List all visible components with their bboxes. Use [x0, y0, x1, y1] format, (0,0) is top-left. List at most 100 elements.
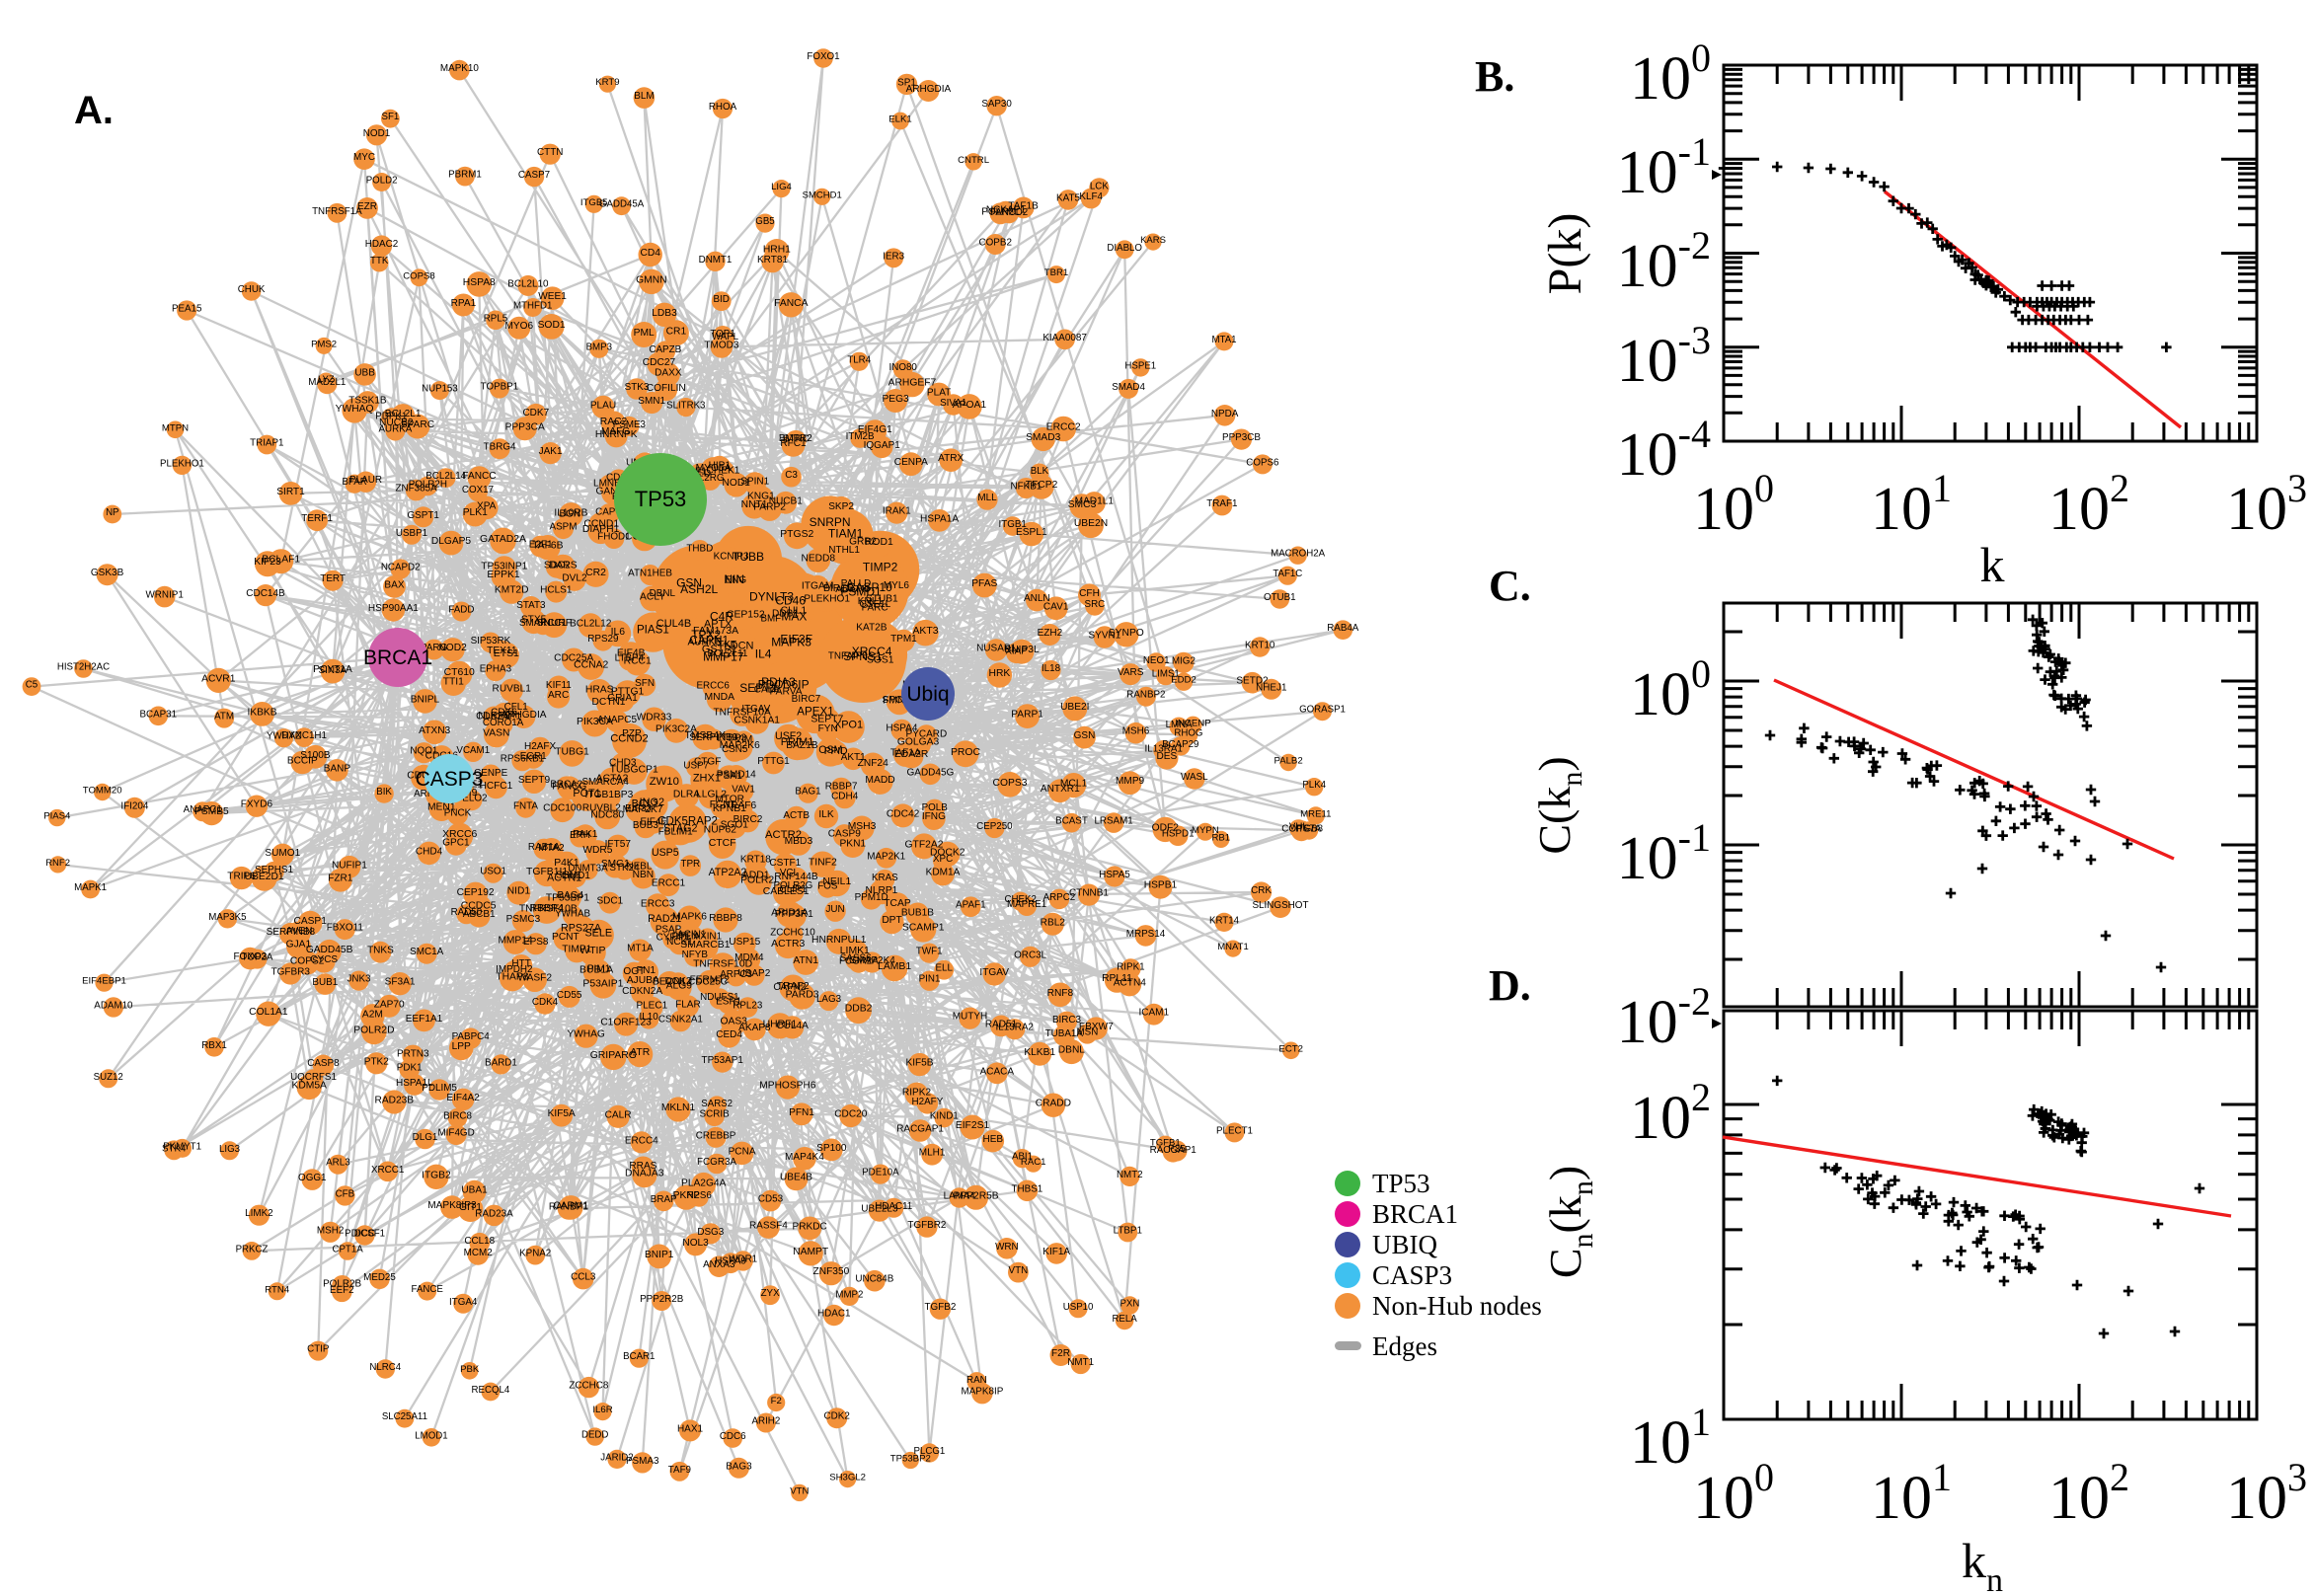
svg-text:MYO5A: MYO5A — [696, 463, 732, 474]
svg-text:JARID2: JARID2 — [600, 1452, 633, 1463]
svg-text:TBR1: TBR1 — [1044, 267, 1069, 278]
svg-text:KCNIP3: KCNIP3 — [714, 551, 749, 562]
svg-text:MED25: MED25 — [363, 1272, 396, 1283]
svg-text:NP: NP — [106, 507, 118, 518]
svg-text:Non-Hub nodes: Non-Hub nodes — [1372, 1291, 1542, 1321]
svg-text:EEF1A1: EEF1A1 — [406, 1014, 443, 1025]
svg-text:LIMK1: LIMK1 — [840, 946, 870, 956]
svg-text:POLR2B: POLR2B — [323, 1278, 361, 1289]
svg-text:SDC1: SDC1 — [596, 896, 623, 907]
svg-text:IL6: IL6 — [611, 627, 626, 638]
svg-text:DNMT3A: DNMT3A — [568, 863, 608, 874]
svg-text:OTUB1: OTUB1 — [1264, 592, 1296, 603]
svg-text:ATN1: ATN1 — [793, 955, 818, 966]
svg-text:PSMD14: PSMD14 — [717, 769, 756, 780]
svg-text:ITGB8: ITGB8 — [1295, 824, 1323, 835]
svg-text:NLRC4: NLRC4 — [369, 1362, 401, 1373]
svg-text:ITGAV: ITGAV — [741, 704, 770, 715]
svg-text:CENPA: CENPA — [894, 457, 928, 468]
svg-text:OAS3: OAS3 — [720, 1016, 747, 1026]
svg-text:Cn(kn): Cn(kn) — [1540, 1166, 1599, 1278]
svg-text:TGFBR2: TGFBR2 — [907, 1220, 946, 1231]
svg-text:CUL4B: CUL4B — [656, 618, 691, 630]
svg-text:IL4: IL4 — [755, 647, 772, 661]
svg-text:WDR33: WDR33 — [637, 713, 672, 723]
svg-text:HSPB1: HSPB1 — [1144, 880, 1178, 891]
svg-text:ENG: ENG — [725, 575, 746, 586]
svg-text:HIST2H2AC: HIST2H2AC — [57, 662, 110, 673]
svg-text:VTN: VTN — [790, 1485, 809, 1496]
svg-text:MAP2K6: MAP2K6 — [720, 740, 760, 751]
svg-text:FANCG: FANCG — [552, 781, 586, 792]
svg-text:ZNF385A: ZNF385A — [395, 484, 437, 494]
svg-text:RUVBL2: RUVBL2 — [582, 802, 621, 813]
svg-text:MACROH2A: MACROH2A — [1271, 549, 1325, 560]
svg-text:NFKB1: NFKB1 — [1010, 482, 1042, 493]
svg-text:WDR1: WDR1 — [729, 1254, 757, 1264]
svg-text:CCND1: CCND1 — [583, 518, 619, 529]
svg-text:TP53INP1: TP53INP1 — [481, 561, 527, 571]
svg-text:KMT2D: KMT2D — [495, 585, 529, 596]
svg-text:STAG2: STAG2 — [663, 823, 697, 835]
svg-text:HSPA1A: HSPA1A — [920, 513, 959, 524]
svg-text:ERCC2: ERCC2 — [1046, 422, 1081, 433]
svg-text:ITGB1: ITGB1 — [999, 519, 1027, 530]
svg-text:USP5: USP5 — [652, 847, 679, 859]
svg-text:BAZ1B: BAZ1B — [786, 740, 817, 751]
svg-text:SAP30: SAP30 — [981, 99, 1012, 110]
svg-text:CASP10: CASP10 — [847, 580, 892, 594]
svg-text:BUB1A: BUB1A — [579, 965, 613, 976]
svg-text:PIM1: PIM1 — [587, 964, 611, 975]
svg-text:PPP3R1: PPP3R1 — [775, 909, 813, 920]
svg-text:102: 102 — [2048, 1455, 2129, 1532]
svg-text:H2AFY: H2AFY — [911, 1097, 943, 1107]
svg-text:PCNT: PCNT — [552, 932, 579, 943]
svg-text:DIAPH1: DIAPH1 — [582, 524, 620, 535]
svg-text:RASSF4: RASSF4 — [749, 1221, 788, 1232]
svg-text:CPT1A: CPT1A — [332, 1245, 363, 1255]
svg-text:PIAS1: PIAS1 — [637, 624, 669, 637]
svg-text:TIMP1: TIMP1 — [562, 944, 591, 954]
svg-text:SYNPO: SYNPO — [1109, 628, 1144, 639]
svg-text:GSN: GSN — [1074, 730, 1096, 741]
svg-text:NCKAP1: NCKAP1 — [986, 205, 1026, 216]
svg-text:KNL1: KNL1 — [858, 596, 884, 607]
svg-text:PTTG1: PTTG1 — [611, 686, 645, 697]
svg-text:CEP250: CEP250 — [976, 821, 1013, 832]
svg-text:LMOD1: LMOD1 — [415, 1430, 447, 1441]
svg-text:ITGB2: ITGB2 — [422, 1170, 451, 1180]
svg-text:CASP3: CASP3 — [1372, 1260, 1452, 1290]
svg-text:GSPT1: GSPT1 — [408, 510, 440, 521]
svg-text:ADAM9: ADAM9 — [835, 584, 870, 595]
svg-text:CASP3: CASP3 — [416, 768, 484, 791]
svg-text:ORC3L: ORC3L — [1014, 950, 1046, 960]
svg-text:BUB1: BUB1 — [312, 977, 338, 988]
svg-text:EZR: EZR — [357, 201, 377, 212]
svg-text:COPS6: COPS6 — [1246, 457, 1279, 468]
svg-text:GIT1: GIT1 — [459, 1202, 482, 1213]
svg-text:SUMO1: SUMO1 — [265, 848, 300, 859]
svg-text:POLB: POLB — [922, 802, 949, 813]
svg-text:CDK7: CDK7 — [522, 408, 549, 418]
svg-text:SELE: SELE — [584, 927, 612, 939]
svg-text:CCL3: CCL3 — [571, 1272, 596, 1283]
svg-text:CDK2AP1: CDK2AP1 — [476, 711, 521, 722]
svg-text:USBP1: USBP1 — [396, 528, 427, 539]
svg-text:MAP2K7: MAP2K7 — [623, 804, 663, 815]
svg-text:MNDA: MNDA — [705, 692, 735, 703]
svg-text:BRAP: BRAP — [651, 1194, 677, 1205]
svg-text:ACLY: ACLY — [640, 591, 665, 602]
svg-text:BIRC7: BIRC7 — [792, 694, 821, 705]
svg-text:BUB1B: BUB1B — [901, 907, 934, 918]
svg-text:ERCC3: ERCC3 — [641, 899, 675, 910]
svg-text:ODF2: ODF2 — [1152, 822, 1180, 833]
svg-text:TOP2A: TOP2A — [242, 952, 273, 963]
svg-text:TNFRSF10B: TNFRSF10B — [519, 903, 578, 914]
svg-text:MTA1: MTA1 — [1211, 335, 1236, 345]
svg-text:FOXO1: FOXO1 — [807, 51, 839, 62]
svg-text:ACIN1: ACIN1 — [677, 930, 707, 941]
svg-text:HNRNPUL1: HNRNPUL1 — [811, 935, 867, 946]
svg-text:TTK: TTK — [370, 256, 389, 266]
svg-text:COPS2: COPS2 — [290, 956, 325, 967]
svg-text:TKT: TKT — [718, 640, 736, 650]
